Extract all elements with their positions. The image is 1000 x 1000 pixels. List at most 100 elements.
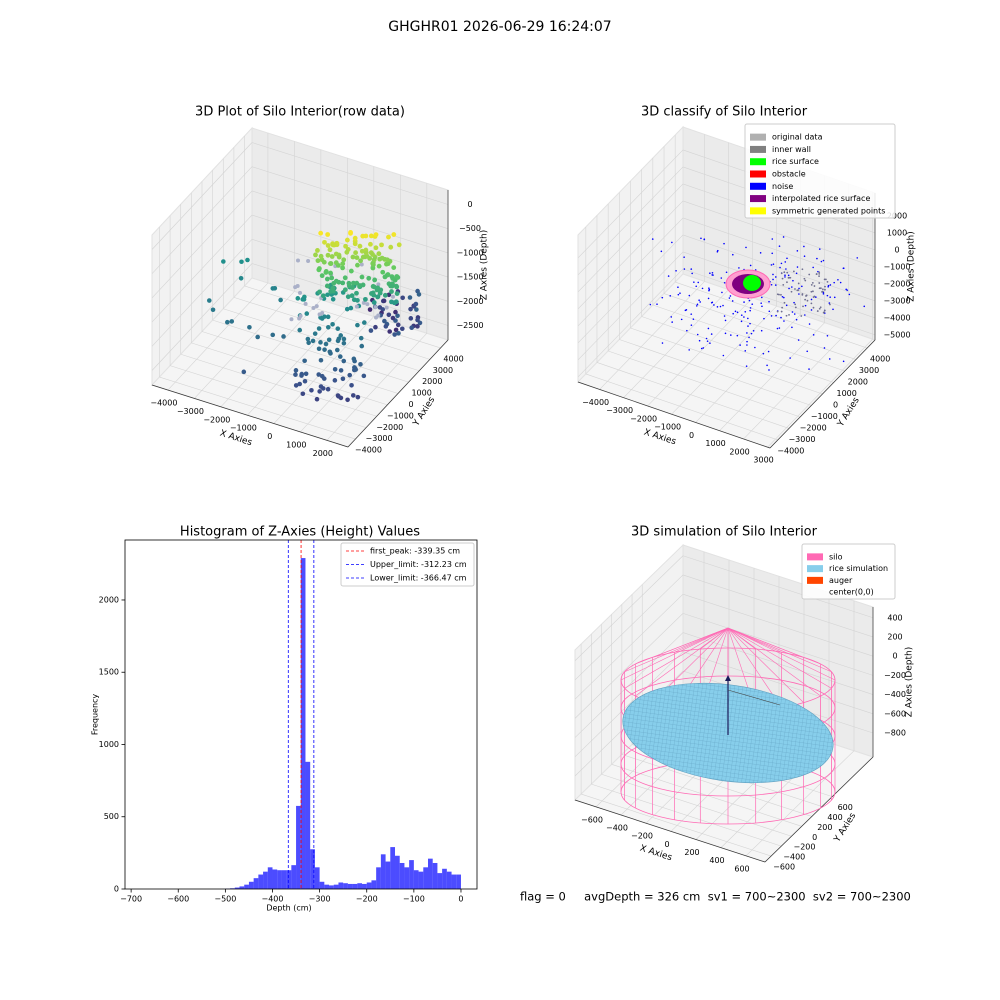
point [391, 265, 397, 270]
point [793, 313, 796, 315]
y-tick-label: 3000 [433, 366, 453, 375]
point [786, 281, 788, 284]
bar [404, 867, 410, 889]
point [801, 293, 804, 295]
point [842, 267, 845, 270]
point [394, 291, 400, 297]
point [325, 292, 330, 298]
bar [253, 878, 259, 889]
point [752, 329, 755, 332]
status-text: flag = 0 avgDepth = 326 cm sv1 = 700~230… [520, 890, 911, 904]
legend-box [340, 542, 475, 587]
point [761, 305, 763, 308]
axis-line [577, 381, 771, 449]
legend-swatch [807, 553, 823, 561]
grid-line [574, 555, 684, 661]
x-tick-label: −3000 [177, 407, 204, 416]
point [386, 234, 391, 240]
y-tick-label: −1000 [387, 411, 414, 420]
grid-line [251, 263, 449, 326]
point [295, 283, 300, 288]
point [812, 290, 814, 293]
point [766, 364, 768, 367]
point [856, 257, 859, 259]
bar [234, 887, 240, 889]
bar [427, 858, 433, 889]
bar [456, 874, 461, 889]
point [775, 314, 777, 317]
point [787, 274, 790, 277]
z-tick-label: 0 [892, 652, 897, 661]
bar [281, 870, 287, 889]
point [386, 312, 392, 318]
point [393, 327, 399, 333]
point [745, 246, 747, 249]
point [332, 366, 338, 372]
point [732, 312, 734, 315]
point [776, 327, 779, 330]
point [363, 296, 368, 302]
point [382, 292, 388, 298]
bar [432, 862, 438, 889]
bar [423, 867, 428, 889]
point [289, 317, 294, 322]
point [345, 294, 351, 300]
legend-label: Lower_limit: -366.47 cm [370, 574, 467, 583]
point [686, 329, 688, 332]
point [317, 389, 322, 394]
point [395, 322, 401, 328]
point [384, 257, 390, 263]
point [744, 311, 747, 313]
point [743, 316, 745, 318]
point [740, 320, 743, 323]
bar [305, 761, 311, 889]
point [322, 347, 327, 352]
point [768, 369, 770, 371]
y-axis-label: Y Axies [836, 396, 862, 430]
y-tick-label: 2000 [422, 377, 442, 386]
bar [366, 882, 372, 889]
point [818, 272, 821, 275]
y-tick-label: 2000 [848, 378, 868, 387]
bar [244, 884, 249, 889]
point [795, 272, 798, 275]
point [316, 346, 322, 352]
point [317, 289, 323, 295]
point [780, 316, 782, 319]
chart-title: 3D Plot of Silo Interior(row data) [195, 105, 405, 120]
point [824, 285, 826, 288]
point [357, 243, 363, 249]
point [772, 263, 775, 265]
x-tick-label: 2000 [313, 449, 333, 458]
point [679, 292, 681, 295]
y-tick-label: 1000 [411, 389, 431, 398]
point [281, 334, 286, 339]
grid-line [159, 376, 356, 440]
point [782, 283, 785, 286]
legend-label: rice surface [772, 157, 819, 166]
point [828, 302, 831, 304]
bar [347, 883, 353, 889]
point [299, 373, 304, 378]
point [391, 232, 397, 237]
point [400, 295, 405, 301]
point [225, 319, 230, 325]
point [350, 254, 356, 260]
x-tick-label: −4000 [150, 399, 177, 408]
point [413, 301, 419, 307]
bar [338, 882, 344, 889]
y-tick-label: −2000 [376, 423, 403, 432]
x-tick-label: 3000 [753, 456, 773, 465]
point [728, 297, 731, 299]
grid-line [596, 362, 790, 429]
point [377, 305, 383, 310]
point [325, 314, 331, 320]
point [329, 275, 335, 281]
bar [343, 883, 348, 889]
point [394, 274, 400, 279]
point [306, 340, 311, 346]
x-tick-label: 0 [267, 432, 272, 441]
point [716, 306, 719, 308]
grid-line [591, 783, 782, 847]
